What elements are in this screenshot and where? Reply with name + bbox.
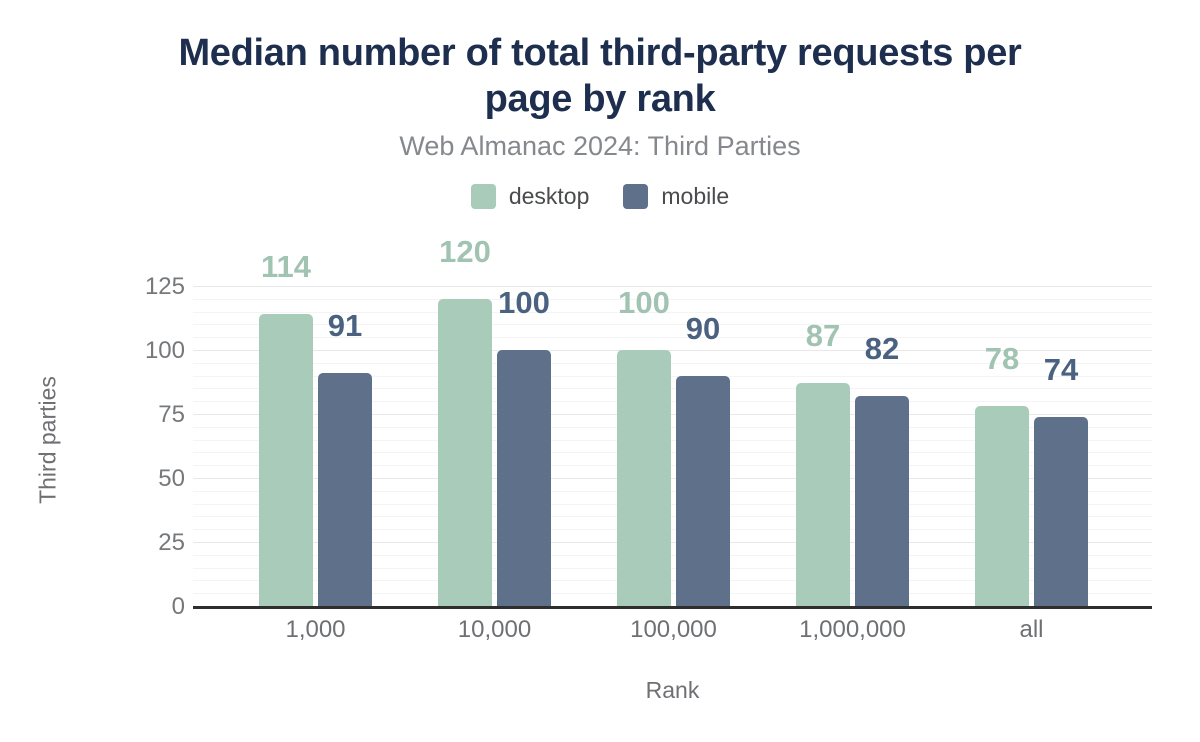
- gridline-105: [193, 337, 1152, 339]
- bar-mobile-10000[interactable]: [497, 350, 551, 606]
- gridline-55: [193, 465, 1152, 467]
- bar-mobile-all[interactable]: [1034, 417, 1088, 606]
- y-tick-25: 25: [158, 529, 185, 556]
- gridline-70: [193, 426, 1152, 428]
- legend-label-mobile: mobile: [661, 183, 730, 209]
- y-tick-50: 50: [158, 465, 185, 492]
- bar-value-label-desktop-1000000: 87: [805, 318, 841, 353]
- bar-value-label-mobile-10000: 100: [498, 285, 550, 320]
- y-tick-0: 0: [171, 593, 185, 620]
- y-tick-75: 75: [158, 401, 185, 428]
- gridline-120: [193, 298, 1152, 300]
- bar-mobile-1000000[interactable]: [855, 396, 909, 606]
- gridline-95: [193, 362, 1152, 364]
- bar-value-label-desktop-100000: 100: [618, 285, 670, 320]
- legend: desktop mobile: [0, 183, 1200, 210]
- gridline-85: [193, 388, 1152, 390]
- gridline-25: [193, 542, 1152, 543]
- chart-title-line2: page by rank: [484, 78, 716, 120]
- gridline-65: [193, 439, 1152, 441]
- bar-value-label-desktop-1000: 114: [260, 249, 311, 284]
- gridline-10: [193, 580, 1152, 582]
- mobile-swatch: [623, 184, 649, 209]
- chart-title-line1: Median number of total third-party reque…: [178, 32, 1022, 74]
- gridline-35: [193, 516, 1152, 518]
- legend-item-desktop[interactable]: desktop: [470, 183, 590, 210]
- bar-desktop-1000[interactable]: [259, 314, 313, 606]
- bar-value-label-mobile-1000000: 82: [864, 331, 900, 366]
- bar-mobile-100000[interactable]: [676, 376, 730, 606]
- x-tick-10000: 10,000: [457, 616, 532, 643]
- y-tick-125: 125: [144, 273, 185, 300]
- bar-value-label-mobile-1000: 91: [327, 308, 363, 343]
- legend-label-desktop: desktop: [508, 183, 590, 209]
- gridline-110: [193, 324, 1152, 326]
- gridline-75: [193, 414, 1152, 415]
- bar-desktop-10000[interactable]: [438, 299, 492, 606]
- gridline-50: [193, 478, 1152, 479]
- legend-item-mobile[interactable]: mobile: [623, 183, 729, 210]
- gridline-45: [193, 490, 1152, 492]
- y-tick-100: 100: [144, 337, 185, 364]
- gridline-100: [193, 350, 1152, 351]
- gridline-115: [193, 311, 1152, 313]
- gridline-30: [193, 529, 1152, 531]
- x-tick-100000: 100,000: [630, 616, 717, 643]
- gridline-90: [193, 375, 1152, 377]
- gridline-40: [193, 503, 1152, 505]
- bar-desktop-100000[interactable]: [617, 350, 671, 606]
- bar-value-label-mobile-100000: 90: [685, 311, 721, 346]
- gridline-80: [193, 401, 1152, 403]
- desktop-swatch: [470, 184, 496, 209]
- chart-title: Median number of total third-party reque…: [0, 30, 1200, 122]
- y-axis-title: Third parties: [34, 376, 61, 504]
- gridline-5: [193, 593, 1152, 595]
- gridline-60: [193, 452, 1152, 454]
- x-axis-title: Rank: [645, 677, 700, 703]
- gridline-125: [193, 286, 1152, 287]
- x-tick-1000000: 1,000,000: [799, 616, 906, 643]
- chart-subtitle: Web Almanac 2024: Third Parties: [399, 131, 801, 161]
- x-tick-1000: 1,000: [285, 616, 346, 643]
- gridline-15: [193, 567, 1152, 569]
- bar-desktop-all[interactable]: [975, 406, 1029, 606]
- bar-desktop-1000000[interactable]: [796, 383, 850, 606]
- bar-value-label-desktop-all: 78: [984, 341, 1020, 376]
- gridline-20: [193, 554, 1152, 556]
- bar-value-label-desktop-10000: 120: [439, 234, 491, 269]
- x-axis-line: [193, 606, 1152, 609]
- bar-value-label-mobile-all: 74: [1043, 352, 1079, 387]
- x-tick-all: all: [1019, 616, 1044, 643]
- bar-mobile-1000[interactable]: [318, 373, 372, 606]
